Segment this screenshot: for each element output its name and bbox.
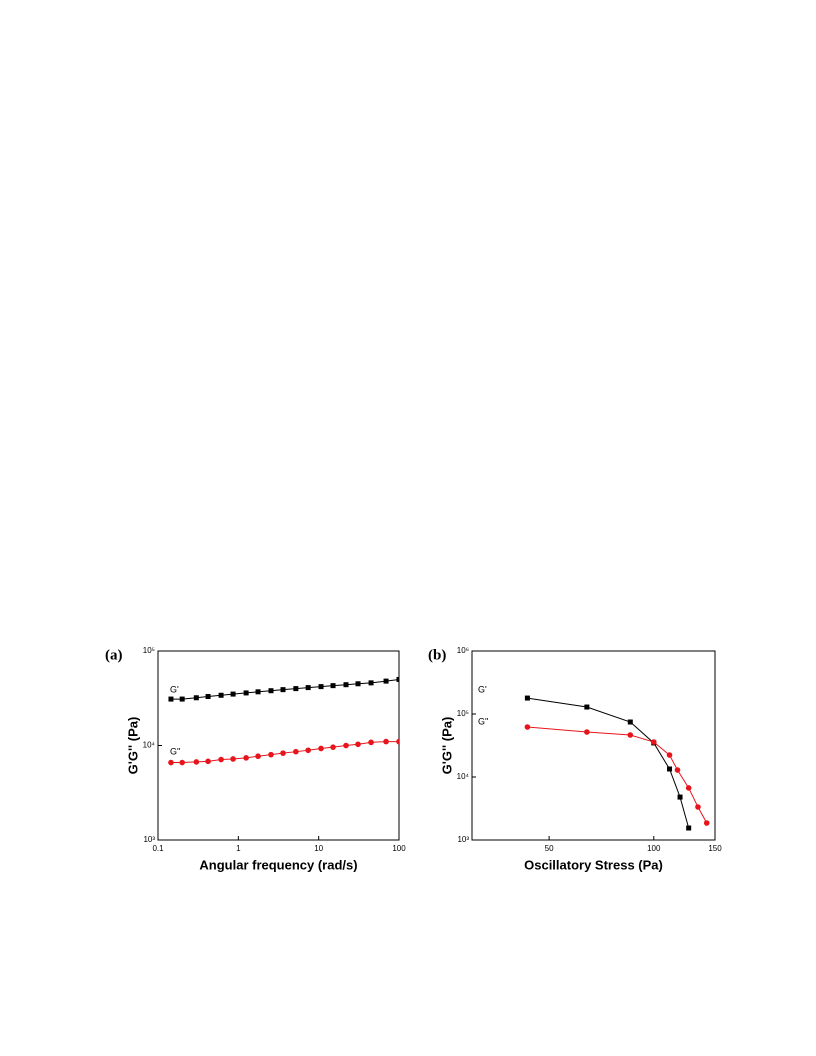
marker [293,686,299,692]
marker [584,704,590,710]
plot-area [168,676,399,766]
marker [627,719,633,725]
marker [205,694,211,700]
marker [280,750,286,756]
marker [193,759,200,765]
marker [343,742,349,749]
y-tick-label: 10⁴ [143,741,156,750]
x-axis-label: Oscillatory Stress (Pa) [524,857,663,872]
marker [280,687,286,693]
marker [305,685,311,691]
marker [179,759,185,766]
marker [674,767,681,773]
marker [627,732,634,738]
marker [268,751,274,758]
marker [685,785,692,791]
marker [695,804,701,810]
marker [230,756,236,762]
marker [179,696,185,702]
marker [268,688,274,694]
series-label: G'' [478,716,489,726]
marker [243,755,249,761]
marker [383,678,389,684]
y-tick-label: 10³ [457,835,469,844]
marker [305,747,311,754]
plot-frame [157,650,400,841]
marker [218,756,224,763]
marker [368,739,374,746]
marker [396,676,399,682]
series-label: G' [170,684,179,694]
marker [703,820,710,826]
marker [650,739,657,745]
marker [355,741,361,748]
x-tick-label: 100 [647,844,661,853]
marker [218,692,224,698]
y-tick-label: 10³ [143,835,155,844]
series-label: G'' [170,746,181,756]
y-axis-label: G'G'' (Pa) [125,717,140,775]
marker [667,766,673,772]
x-tick-label: 50 [545,844,554,853]
marker [230,691,236,697]
marker [255,689,261,695]
marker [524,695,530,701]
panel-label: (b) [428,647,446,663]
y-axis-label: G'G'' (Pa) [439,717,454,775]
marker [343,682,349,688]
marker [666,752,673,758]
marker [686,825,692,831]
marker [330,744,336,750]
marker [293,748,299,755]
x-tick-label: 1 [236,844,241,853]
marker [396,738,399,745]
y-tick-label: 10⁵ [457,709,469,718]
y-tick-label: 10⁶ [457,646,469,655]
marker [355,681,361,687]
plot-frame [471,650,716,841]
marker [677,794,683,800]
marker [255,753,261,760]
panel-label: (a) [105,647,123,663]
y-tick-label: 10⁴ [457,772,470,781]
series-line [527,697,690,829]
x-tick-label: 150 [708,844,722,853]
x-tick-label: 0.1 [152,844,164,853]
marker [584,729,590,735]
x-tick-label: 100 [392,844,406,853]
x-axis-label: Angular frequency (rad/s) [199,857,357,872]
marker [383,738,389,745]
series-line [527,726,708,824]
marker [168,696,174,702]
marker [243,690,249,696]
marker [168,759,174,766]
marker [193,695,199,701]
marker [205,758,211,765]
series-label: G' [478,684,487,694]
marker [318,684,324,690]
plot-area [524,695,710,831]
y-tick-label: 10⁵ [143,646,155,655]
marker [524,724,531,730]
x-tick-label: 10 [314,844,323,853]
marker [330,683,336,689]
marker [318,745,324,752]
marker [368,680,374,686]
